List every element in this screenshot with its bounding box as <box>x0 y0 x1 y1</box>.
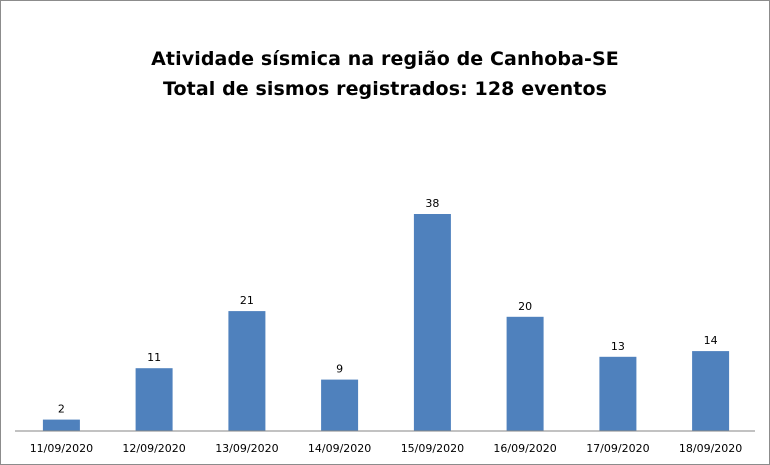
x-tick-label: 18/09/2020 <box>679 442 742 455</box>
bars-group <box>42 214 730 431</box>
chart-subtitle: Total de sismos registrados: 128 eventos <box>162 78 608 100</box>
data-label-12/09/2020: 11 <box>147 351 161 364</box>
bar-12/09/2020 <box>135 368 173 431</box>
data-label-11/09/2020: 2 <box>58 403 65 416</box>
chart-title: Atividade sísmica na região de Canhoba-S… <box>151 48 619 70</box>
data-labels-group: 2 11 21 9 38 20 13 14 <box>58 197 718 416</box>
bar-11/09/2020 <box>42 419 80 431</box>
data-label-14/09/2020: 9 <box>336 363 343 376</box>
bar-14/09/2020 <box>321 379 359 431</box>
x-tick-label: 12/09/2020 <box>122 442 185 455</box>
x-tick-label: 16/09/2020 <box>493 442 556 455</box>
x-tick-label: 11/09/2020 <box>30 442 93 455</box>
data-label-16/09/2020: 20 <box>518 300 532 313</box>
bar-13/09/2020 <box>228 311 266 431</box>
bar-17/09/2020 <box>599 356 637 431</box>
x-tick-label: 13/09/2020 <box>215 442 278 455</box>
x-tick-label: 15/09/2020 <box>401 442 464 455</box>
data-label-13/09/2020: 21 <box>240 294 254 307</box>
data-label-17/09/2020: 13 <box>611 340 625 353</box>
data-label-18/09/2020: 14 <box>704 334 718 347</box>
x-tick-label: 14/09/2020 <box>308 442 371 455</box>
data-label-15/09/2020: 38 <box>425 197 439 210</box>
x-tick-label: 17/09/2020 <box>586 442 649 455</box>
bar-18/09/2020 <box>692 351 730 431</box>
bar-16/09/2020 <box>506 316 544 431</box>
x-tick-labels-group: 11/09/2020 12/09/2020 13/09/2020 14/09/2020… <box>30 442 743 455</box>
bar-15/09/2020 <box>413 214 451 431</box>
